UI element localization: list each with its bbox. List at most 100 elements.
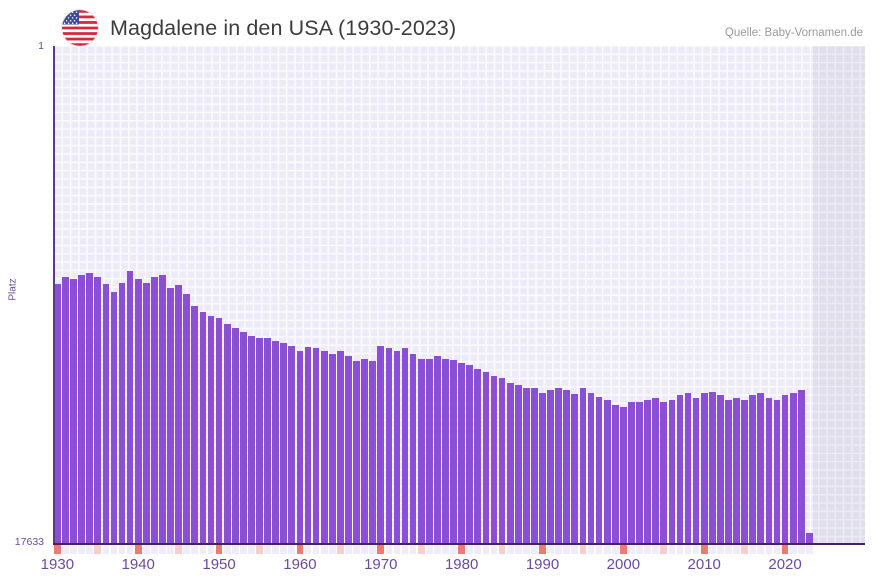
bar-1938[interactable] <box>118 282 126 543</box>
bar-1950[interactable] <box>215 318 223 543</box>
bar-2015[interactable] <box>741 400 748 543</box>
bar-1994[interactable] <box>571 393 579 543</box>
bar-2001[interactable] <box>628 402 635 543</box>
bar-2016[interactable] <box>749 395 757 543</box>
bar-1944[interactable] <box>167 287 174 543</box>
bar-2022[interactable] <box>797 390 805 543</box>
x-tick-1994 <box>571 545 579 554</box>
bar-1948[interactable] <box>199 312 207 543</box>
bar-1932[interactable] <box>70 279 77 543</box>
bar-1937[interactable] <box>110 291 118 543</box>
bar-2005[interactable] <box>660 402 668 543</box>
bar-1949[interactable] <box>207 315 215 543</box>
bar-1946[interactable] <box>183 294 191 543</box>
bar-2021[interactable] <box>789 392 797 543</box>
bar-1963[interactable] <box>320 350 328 543</box>
bar-1971[interactable] <box>385 348 393 543</box>
bar-1967[interactable] <box>353 361 360 543</box>
bar-1968[interactable] <box>361 358 368 543</box>
bar-1931[interactable] <box>62 276 69 543</box>
bar-1959[interactable] <box>288 345 296 543</box>
bar-1934[interactable] <box>86 273 94 543</box>
bar-1951[interactable] <box>223 324 231 543</box>
x-tick-1963 <box>320 545 328 554</box>
bar-1991[interactable] <box>547 390 554 543</box>
bar-1930[interactable] <box>54 284 61 543</box>
bar-2014[interactable] <box>733 397 740 543</box>
bar-1965[interactable] <box>337 350 344 543</box>
bar-1955[interactable] <box>256 338 263 543</box>
bar-1936[interactable] <box>102 284 110 543</box>
bar-1970[interactable] <box>377 345 385 543</box>
x-tick-1992 <box>555 545 563 554</box>
bar-1983[interactable] <box>482 372 490 543</box>
bar-2020[interactable] <box>781 395 789 543</box>
bar-1954[interactable] <box>248 335 255 543</box>
bar-2006[interactable] <box>668 400 676 543</box>
bar-2011[interactable] <box>708 391 716 543</box>
bar-1978[interactable] <box>442 358 449 543</box>
bar-1953[interactable] <box>239 332 247 543</box>
bar-1974[interactable] <box>409 354 417 543</box>
bar-1979[interactable] <box>450 360 457 543</box>
bar-1997[interactable] <box>595 396 603 543</box>
bar-1956[interactable] <box>264 338 271 543</box>
bar-1985[interactable] <box>498 378 506 543</box>
bar-1993[interactable] <box>563 390 571 543</box>
bar-1980[interactable] <box>458 362 465 543</box>
bar-1995[interactable] <box>579 387 587 543</box>
bar-1945[interactable] <box>175 285 182 543</box>
bar-1943[interactable] <box>159 274 166 543</box>
bar-1977[interactable] <box>434 356 441 543</box>
bar-1984[interactable] <box>490 375 498 543</box>
bar-1981[interactable] <box>466 365 474 543</box>
bar-2013[interactable] <box>725 400 732 543</box>
bar-1999[interactable] <box>611 404 619 543</box>
bar-1960[interactable] <box>296 350 304 543</box>
x-tick-1971 <box>385 545 393 554</box>
bar-1940[interactable] <box>134 279 142 543</box>
bar-2000[interactable] <box>620 407 627 543</box>
bar-1961[interactable] <box>304 347 312 543</box>
bar-1935[interactable] <box>94 276 102 543</box>
bar-1952[interactable] <box>231 328 239 543</box>
bar-1947[interactable] <box>191 306 199 543</box>
bar-1957[interactable] <box>272 340 280 543</box>
bar-2002[interactable] <box>636 402 643 543</box>
bar-2007[interactable] <box>676 395 684 543</box>
bar-1987[interactable] <box>514 385 522 543</box>
bar-1976[interactable] <box>425 358 433 543</box>
bar-1933[interactable] <box>78 274 85 543</box>
bar-1964[interactable] <box>328 354 336 543</box>
bar-2010[interactable] <box>700 392 708 543</box>
bar-1992[interactable] <box>555 387 563 543</box>
bar-1982[interactable] <box>474 368 482 543</box>
bar-1969[interactable] <box>369 361 377 543</box>
bar-1941[interactable] <box>142 282 150 543</box>
bar-1962[interactable] <box>312 348 320 543</box>
bar-1958[interactable] <box>280 343 288 543</box>
bar-2003[interactable] <box>644 400 651 543</box>
bar-2008[interactable] <box>684 392 692 543</box>
bar-1966[interactable] <box>345 356 352 543</box>
bar-2012[interactable] <box>717 395 724 543</box>
bar-1973[interactable] <box>401 348 409 543</box>
bar-1975[interactable] <box>417 358 425 543</box>
x-tick-2020 <box>781 545 789 554</box>
bar-2009[interactable] <box>692 397 700 543</box>
bar-2023[interactable] <box>805 532 813 543</box>
bar-2019[interactable] <box>773 400 781 543</box>
bar-1986[interactable] <box>506 382 514 543</box>
bar-1998[interactable] <box>603 400 611 543</box>
bar-1990[interactable] <box>539 392 546 543</box>
bar-1972[interactable] <box>393 350 401 543</box>
bar-1942[interactable] <box>151 276 158 543</box>
bar-2004[interactable] <box>652 397 660 543</box>
bar-2018[interactable] <box>765 397 773 543</box>
bar-2017[interactable] <box>757 392 765 543</box>
x-axis-label-2000: 2000 <box>606 556 641 573</box>
bar-1996[interactable] <box>587 392 595 543</box>
bar-1989[interactable] <box>531 387 538 543</box>
bar-1939[interactable] <box>126 271 134 543</box>
bar-1988[interactable] <box>522 387 530 543</box>
